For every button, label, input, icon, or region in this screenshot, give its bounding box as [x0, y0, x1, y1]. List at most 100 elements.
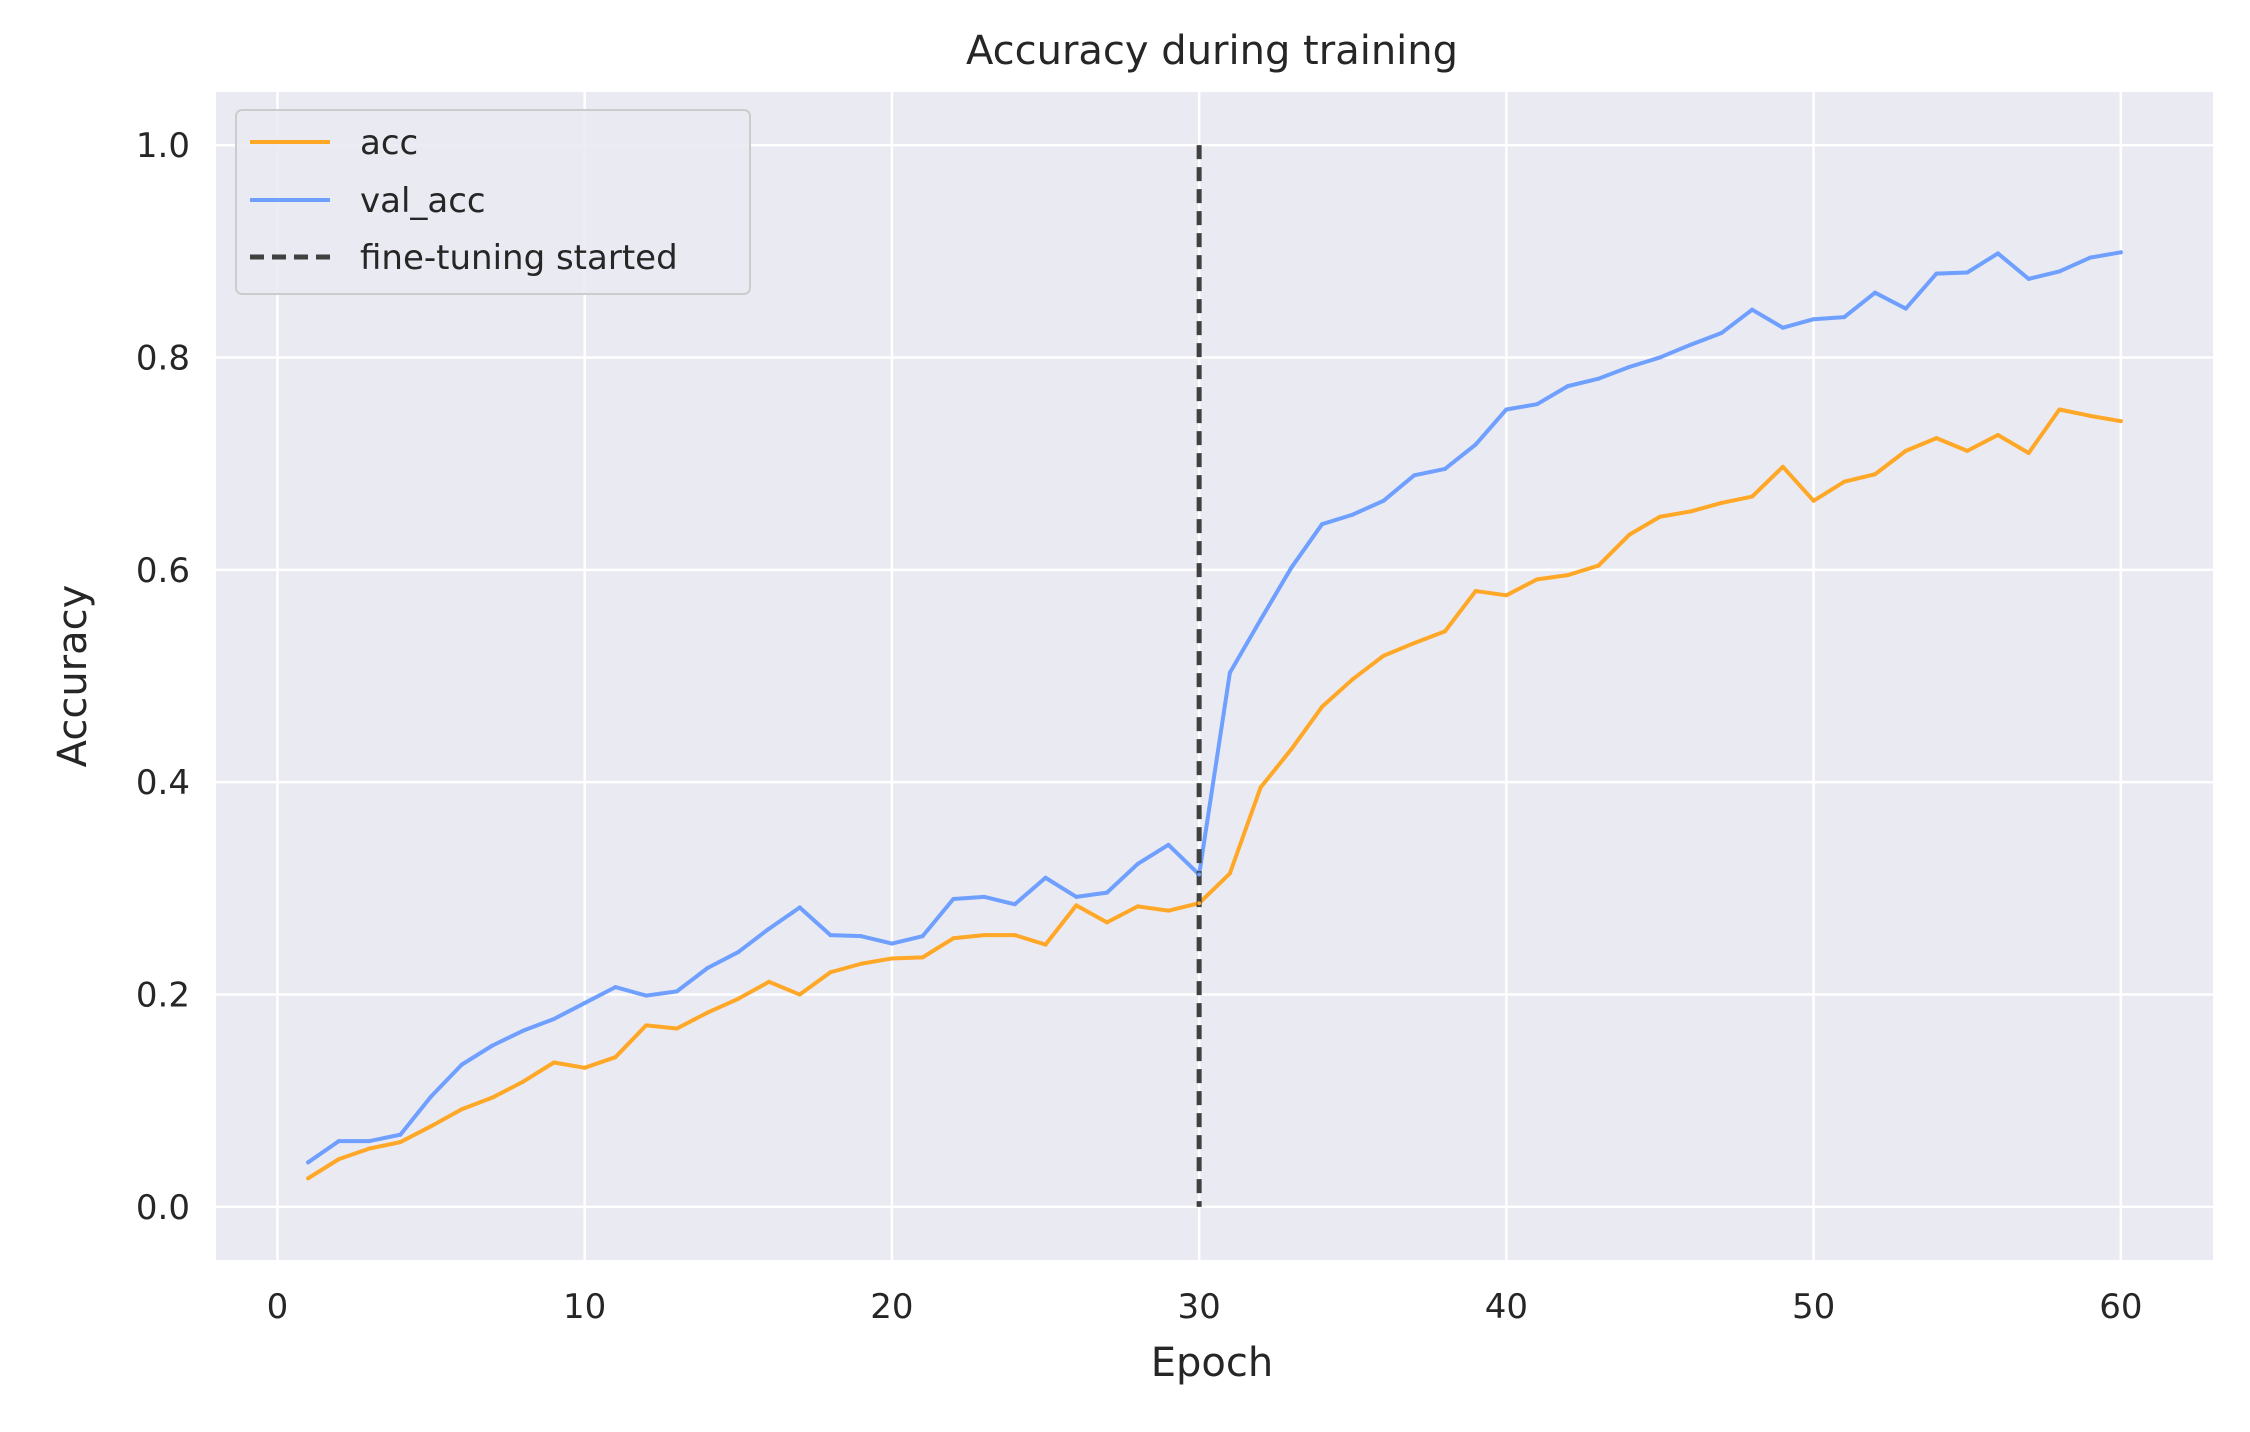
data-point-val-acc	[1658, 355, 1662, 359]
data-point-val-acc	[1228, 671, 1232, 675]
data-point-val-acc	[798, 905, 802, 909]
data-point-val-acc	[1934, 272, 1938, 276]
data-point-acc	[1689, 509, 1693, 513]
data-point-acc	[398, 1140, 402, 1144]
data-point-val-acc	[1965, 271, 1969, 275]
x-tick-label: 10	[563, 1287, 606, 1327]
data-point-acc	[2119, 419, 2123, 423]
data-point-val-acc	[1719, 331, 1723, 335]
data-point-val-acc	[1412, 473, 1416, 477]
data-point-acc	[613, 1055, 617, 1059]
data-point-acc	[2088, 414, 2092, 418]
x-tick-label: 60	[2099, 1287, 2142, 1327]
data-point-acc	[644, 1023, 648, 1027]
data-point-acc	[429, 1124, 433, 1128]
legend-label-val-acc: val_acc	[360, 181, 486, 221]
data-point-val-acc	[337, 1139, 341, 1143]
data-point-acc	[2027, 451, 2031, 455]
y-tick-label: 0.0	[136, 1188, 190, 1228]
data-point-acc	[1904, 449, 1908, 453]
data-point-acc	[1750, 495, 1754, 499]
x-tick-label: 50	[1792, 1287, 1835, 1327]
data-point-val-acc	[1996, 251, 2000, 255]
legend: acc val_acc fine-tuning started	[236, 110, 750, 294]
data-point-val-acc	[767, 927, 771, 931]
data-point-acc	[1044, 943, 1048, 947]
data-point-acc	[583, 1066, 587, 1070]
data-point-val-acc	[1904, 307, 1908, 311]
data-point-val-acc	[1044, 876, 1048, 880]
data-point-val-acc	[1166, 843, 1170, 847]
data-point-acc	[2057, 407, 2061, 411]
x-axis-ticks: 0 10 20 30 40 50 60	[267, 1287, 2143, 1327]
x-axis-label: Epoch	[1151, 1340, 1273, 1386]
data-point-val-acc	[1105, 891, 1109, 895]
data-point-acc	[675, 1027, 679, 1031]
data-point-val-acc	[1136, 862, 1140, 866]
data-point-acc	[1842, 480, 1846, 484]
data-point-val-acc	[2057, 269, 2061, 273]
y-tick-label: 0.4	[136, 763, 190, 803]
data-point-val-acc	[921, 934, 925, 938]
data-point-acc	[1873, 472, 1877, 476]
x-tick-label: 0	[267, 1287, 289, 1327]
y-tick-label: 0.6	[136, 551, 190, 591]
data-point-val-acc	[613, 985, 617, 989]
data-point-val-acc	[1597, 377, 1601, 381]
data-point-val-acc	[1689, 343, 1693, 347]
data-point-acc	[706, 1011, 710, 1015]
data-point-acc	[1289, 747, 1293, 751]
data-point-acc	[921, 955, 925, 959]
data-point-acc	[1105, 920, 1109, 924]
data-point-val-acc	[2119, 250, 2123, 254]
data-point-val-acc	[1566, 384, 1570, 388]
data-point-acc	[767, 980, 771, 984]
data-point-acc	[1197, 901, 1201, 905]
y-tick-label: 1.0	[136, 126, 190, 166]
data-point-acc	[1627, 533, 1631, 537]
data-point-val-acc	[1351, 513, 1355, 517]
data-point-val-acc	[583, 1001, 587, 1005]
data-point-acc	[982, 933, 986, 937]
data-point-val-acc	[1443, 467, 1447, 471]
data-point-acc	[1166, 909, 1170, 913]
data-point-val-acc	[2027, 277, 2031, 281]
data-point-acc	[1351, 677, 1355, 681]
data-point-acc	[491, 1096, 495, 1100]
data-point-val-acc	[1873, 291, 1877, 295]
y-axis-ticks: 0.0 0.2 0.4 0.6 0.8 1.0	[136, 126, 190, 1228]
data-point-acc	[552, 1061, 556, 1065]
data-point-acc	[1443, 629, 1447, 633]
data-point-val-acc	[429, 1094, 433, 1098]
data-point-val-acc	[1259, 618, 1263, 622]
data-point-acc	[828, 970, 832, 974]
data-point-acc	[1412, 641, 1416, 645]
legend-label-acc: acc	[360, 123, 418, 163]
data-point-val-acc	[398, 1133, 402, 1137]
data-point-acc	[306, 1176, 310, 1180]
data-point-val-acc	[644, 994, 648, 998]
data-point-val-acc	[1842, 315, 1846, 319]
data-point-acc	[1566, 573, 1570, 577]
data-point-val-acc	[491, 1044, 495, 1048]
data-point-acc	[1074, 903, 1078, 907]
y-tick-label: 0.8	[136, 338, 190, 378]
y-tick-label: 0.2	[136, 976, 190, 1016]
data-point-acc	[1474, 589, 1478, 593]
data-point-val-acc	[1197, 873, 1201, 877]
data-point-acc	[1812, 499, 1816, 503]
data-point-acc	[1719, 501, 1723, 505]
data-point-acc	[1013, 933, 1017, 937]
data-point-val-acc	[1535, 402, 1539, 406]
data-point-val-acc	[859, 934, 863, 938]
data-point-acc	[1597, 564, 1601, 568]
data-point-val-acc	[2088, 256, 2092, 260]
data-point-acc	[1965, 449, 1969, 453]
data-point-val-acc	[1074, 895, 1078, 899]
data-point-acc	[951, 936, 955, 940]
data-point-acc	[1658, 515, 1662, 519]
data-point-val-acc	[890, 942, 894, 946]
chart-title: Accuracy during training	[966, 28, 1458, 74]
x-tick-label: 30	[1178, 1287, 1221, 1327]
